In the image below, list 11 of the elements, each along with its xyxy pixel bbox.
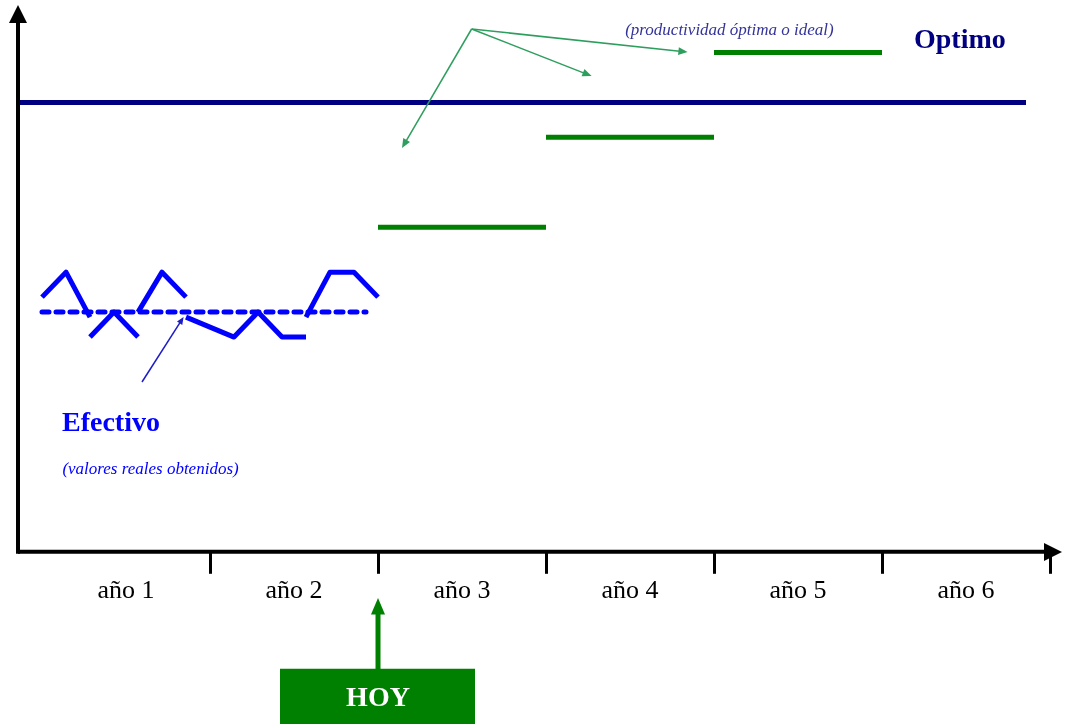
x-tick-label: año 3 — [433, 575, 491, 605]
text: Efectivo — [62, 406, 160, 438]
annotation: (valores reales obtenidos) — [62, 459, 239, 479]
series-label: Optimo — [914, 22, 1006, 54]
x-tick-label: año 2 — [265, 575, 323, 605]
x-tick-label: año 5 — [769, 575, 827, 605]
text: HOY — [346, 681, 410, 713]
x-tick-label: año 6 — [937, 575, 995, 605]
text: (productividad óptima o ideal) — [625, 20, 835, 40]
x-tick-label: año 4 — [601, 575, 659, 605]
x-tick-label: año 1 — [97, 575, 155, 605]
